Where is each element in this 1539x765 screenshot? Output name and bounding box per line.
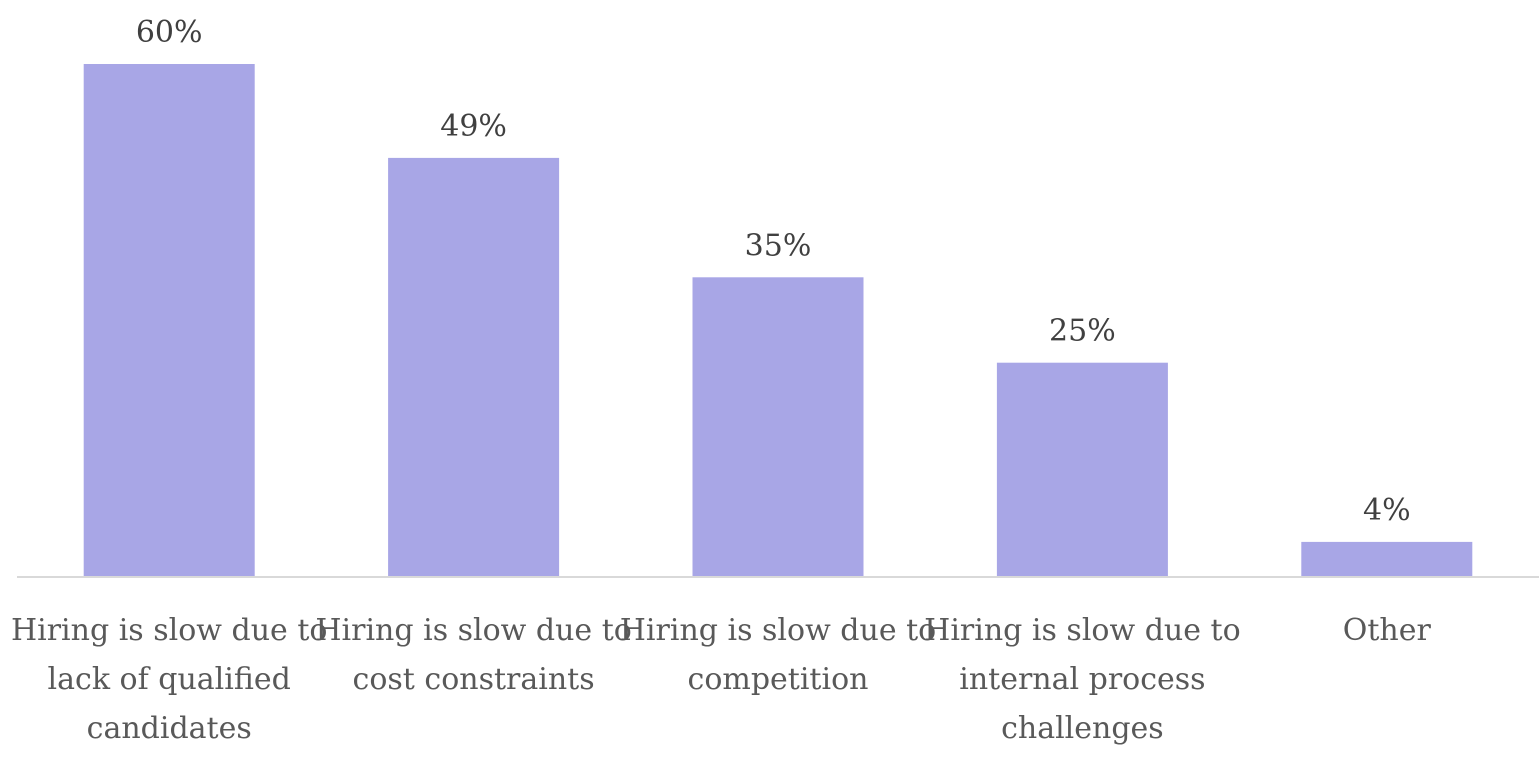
value-labels-group: 60% 49% 35% 25% 4%	[136, 15, 1411, 528]
category-label-line: candidates	[87, 711, 252, 746]
category-label-line: cost constraints	[353, 662, 595, 697]
category-label-5: Other	[1343, 613, 1432, 648]
category-label-line: Hiring is slow due to	[315, 613, 631, 648]
category-label-line: challenges	[1001, 711, 1164, 746]
category-label-line: Hiring is slow due to	[11, 613, 327, 648]
data-label-5: 4%	[1363, 493, 1411, 528]
bar-5	[1301, 541, 1473, 576]
bar-1	[83, 64, 255, 576]
bar-2	[388, 157, 560, 576]
data-label-2: 49%	[440, 109, 507, 144]
bar-4	[996, 362, 1168, 576]
bar-3	[692, 277, 864, 576]
category-label-line: lack of qualified	[48, 662, 291, 697]
bars-group	[83, 64, 1473, 576]
data-label-1: 60%	[136, 15, 203, 50]
data-label-4: 25%	[1049, 314, 1116, 349]
category-label-line: competition	[688, 662, 869, 697]
category-label-3: Hiring is slow due to competition	[620, 613, 936, 697]
category-label-4: Hiring is slow due to internal process cha…	[924, 613, 1240, 746]
category-label-2: Hiring is slow due to cost constraints	[315, 613, 631, 697]
category-label-line: Other	[1343, 613, 1432, 648]
category-label-line: Hiring is slow due to	[620, 613, 936, 648]
category-label-line: internal process	[959, 662, 1205, 697]
category-labels-group: Hiring is slow due to lack of qualified ca…	[11, 613, 1432, 746]
category-label-line: Hiring is slow due to	[924, 613, 1240, 648]
category-label-1: Hiring is slow due to lack of qualified ca…	[11, 613, 327, 746]
data-label-3: 35%	[745, 228, 812, 263]
